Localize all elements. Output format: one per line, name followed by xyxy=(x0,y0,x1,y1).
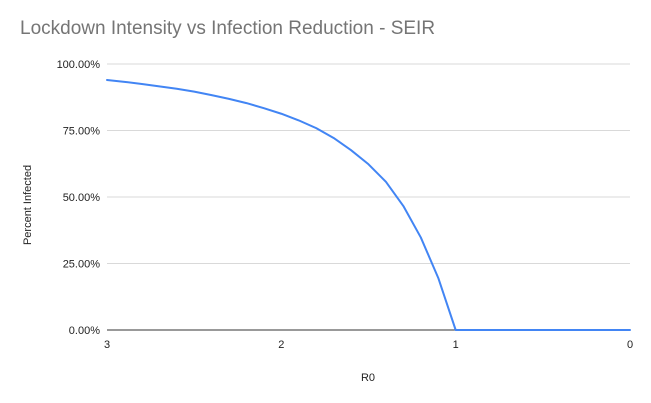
x-tick-label: 2 xyxy=(278,339,284,351)
y-tick-label: 75.00% xyxy=(63,126,101,138)
x-axis-label: R0 xyxy=(361,372,375,384)
x-axis-ticks: 3 2 1 0 xyxy=(104,339,633,351)
gridlines xyxy=(107,63,630,331)
y-tick-label: 25.00% xyxy=(63,259,101,271)
x-tick-label: 1 xyxy=(453,339,459,351)
series-layer xyxy=(106,78,631,331)
y-tick-label: 50.00% xyxy=(63,192,101,204)
y-tick-label: 0.00% xyxy=(69,325,100,337)
y-axis-label: Percent Infected xyxy=(22,165,34,245)
x-tick-label: 0 xyxy=(627,339,633,351)
x-tick-label: 3 xyxy=(104,339,110,351)
y-axis-ticks: 0.00% 25.00% 50.00% 75.00% 100.00% xyxy=(57,59,101,337)
series-line xyxy=(106,78,631,331)
chart-title: Lockdown Intensity vs Infection Reductio… xyxy=(20,18,436,39)
y-tick-label: 100.00% xyxy=(57,59,101,71)
